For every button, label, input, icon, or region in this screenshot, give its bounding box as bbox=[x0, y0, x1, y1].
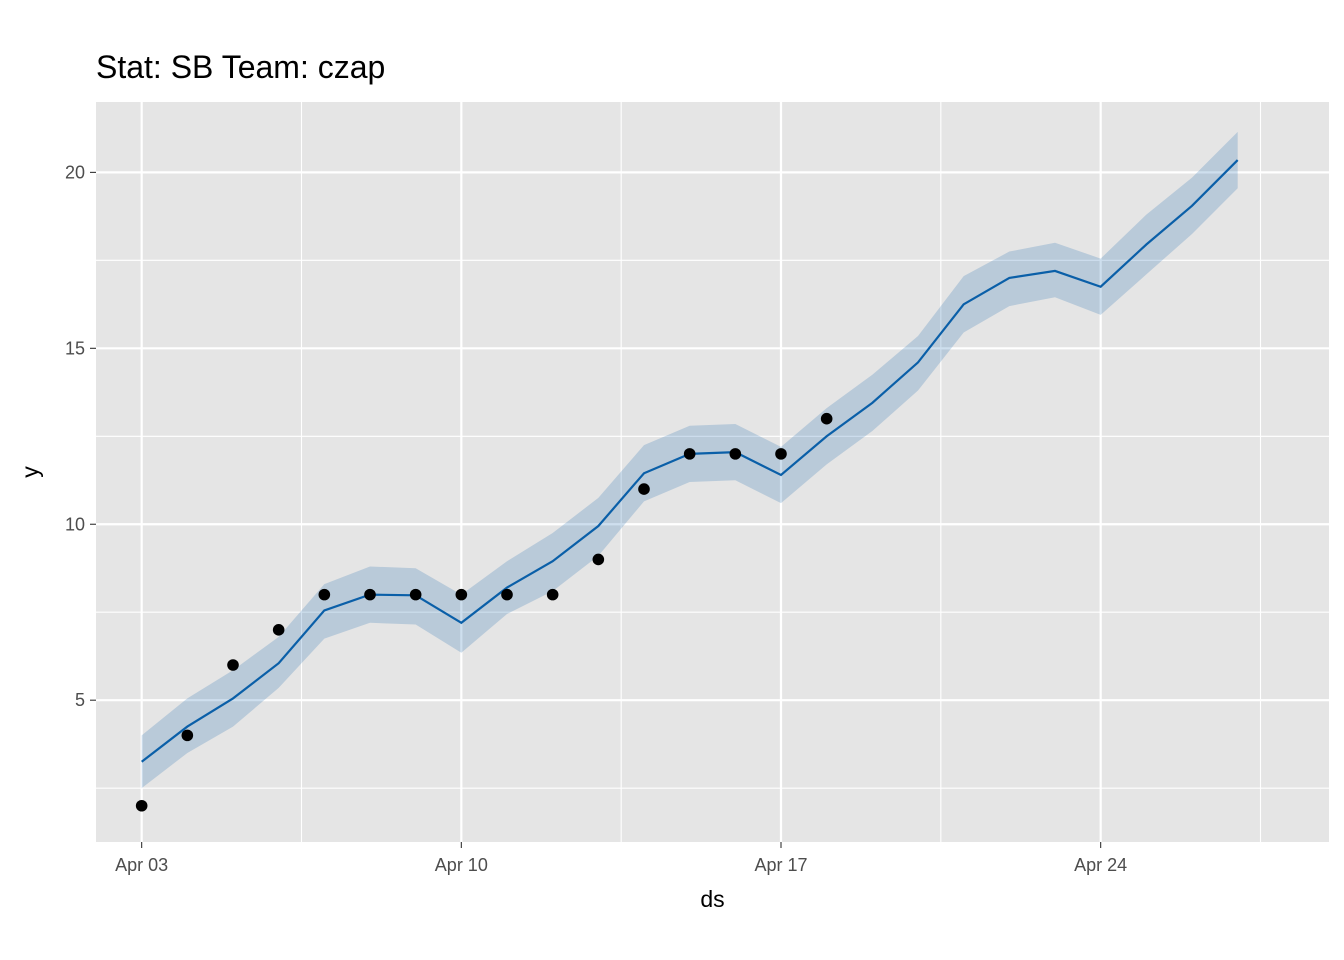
chart-title: Stat: SB Team: czap bbox=[96, 49, 385, 85]
uncertainty-band bbox=[141, 131, 1238, 789]
observed-points bbox=[135, 412, 833, 812]
x-tick-label: Apr 17 bbox=[754, 855, 807, 875]
data-point bbox=[135, 799, 148, 812]
y-axis: 5 10 15 20 bbox=[65, 162, 96, 710]
data-point bbox=[638, 483, 650, 495]
minor-gridlines bbox=[96, 102, 1329, 842]
data-point bbox=[501, 588, 513, 601]
x-tick-label: Apr 24 bbox=[1074, 855, 1127, 875]
x-tick-label: Apr 03 bbox=[115, 855, 168, 875]
y-tick-label: 15 bbox=[65, 338, 85, 358]
x-axis: Apr 03 Apr 10 Apr 17 Apr 24 bbox=[115, 842, 1127, 875]
y-axis-title: y bbox=[17, 466, 43, 478]
y-tick-label: 10 bbox=[65, 514, 85, 534]
data-point bbox=[820, 412, 833, 425]
data-point bbox=[546, 588, 559, 601]
data-point bbox=[455, 588, 468, 601]
data-point bbox=[775, 448, 787, 460]
data-point bbox=[592, 553, 605, 566]
data-point bbox=[181, 729, 194, 742]
y-tick-label: 5 bbox=[75, 690, 85, 710]
data-point bbox=[729, 448, 742, 460]
major-gridlines bbox=[96, 102, 1329, 842]
y-tick-label: 20 bbox=[65, 162, 85, 182]
data-point bbox=[409, 588, 422, 601]
data-point bbox=[318, 588, 331, 601]
x-tick-label: Apr 10 bbox=[435, 855, 488, 875]
data-point bbox=[227, 659, 239, 671]
data-point bbox=[683, 448, 696, 460]
x-axis-title: ds bbox=[700, 886, 724, 912]
data-point bbox=[364, 588, 376, 601]
data-point bbox=[272, 624, 285, 636]
